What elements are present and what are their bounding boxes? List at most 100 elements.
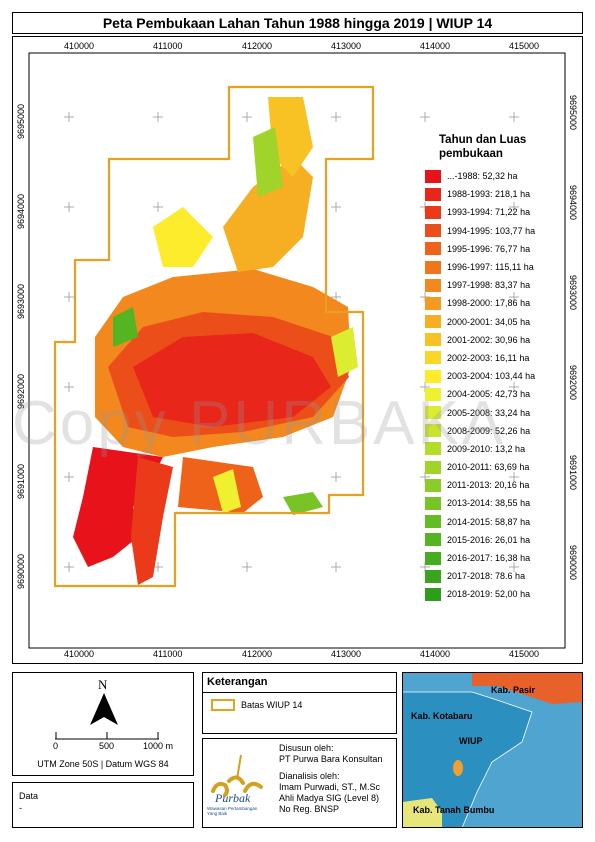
clearance-green-east (331, 327, 358, 377)
x-tick-top-2: 412000 (242, 41, 273, 51)
legend-item: 2001-2002: 30,96 ha (425, 331, 585, 349)
legend-rows: ...-1988: 52,32 ha 1988-1993: 218,1 ha 199… (425, 167, 585, 604)
legend-label: 1996-1997: 115,11 ha (447, 262, 534, 273)
map-neatline (28, 52, 566, 649)
clearance-red-stem (131, 457, 173, 585)
x-tick-top-4: 414000 (420, 41, 451, 51)
legend-label: 2004-2005: 42,73 ha (447, 389, 531, 400)
keterangan-divider (203, 692, 396, 693)
legend-swatch (425, 406, 441, 420)
legend-label: 2000-2001: 34,05 ha (447, 316, 531, 327)
y-tick-right-0: 9695000 (568, 95, 578, 131)
inset-label-pasir: Kab. Pasir (491, 685, 536, 695)
disusun-label: Disusun oleh: (279, 743, 334, 753)
scale-bar (55, 732, 159, 740)
legend-swatch (425, 278, 441, 292)
legend-swatch (425, 296, 441, 310)
y-tick-left-5: 9690000 (16, 553, 26, 589)
legend-swatch (425, 224, 441, 238)
credits-box: Purbak Wawasan Pertambangan Yang Baik Di… (202, 738, 397, 828)
clearance-green-north (253, 127, 283, 197)
scale-label-0: 0 (53, 741, 59, 751)
legend-item: 2000-2001: 34,05 ha (425, 313, 585, 331)
clearance-green-west (113, 307, 138, 347)
legend-swatch (425, 478, 441, 492)
legend-label: ...-1988: 52,32 ha (447, 171, 518, 182)
legend-swatch (425, 533, 441, 547)
y-tick-left-4: 9691000 (16, 463, 26, 499)
legend-label: 1988-1993: 218,1 ha (447, 189, 531, 200)
legend-swatch (425, 569, 441, 583)
legend-item: 2014-2015: 58,87 ha (425, 513, 585, 531)
map-canvas[interactable] (13, 37, 581, 662)
inset-kotabaru-land (403, 691, 533, 827)
scale-label-1000: 1000 m (143, 741, 174, 751)
legend-swatch (425, 442, 441, 456)
legend-swatch (425, 387, 441, 401)
dianalisis-label: Dianalisis oleh: (279, 771, 340, 781)
y-tick-left-1: 9694000 (16, 193, 26, 229)
legend-label: 2014-2015: 58,87 ha (447, 516, 531, 527)
inset-map[interactable]: Kab. Pasir Kab. Kotabaru WIUP Kab. Tanah… (402, 672, 583, 828)
legend-swatch (425, 351, 441, 365)
legend-swatch (425, 460, 441, 474)
north-letter: N (98, 677, 108, 692)
legend-item: 1998-2000: 17,86 ha (425, 294, 585, 312)
legend-item: 2010-2011: 63,69 ha (425, 458, 585, 476)
legend-label: 2005-2008: 33,24 ha (447, 407, 531, 418)
legend-swatch (425, 515, 441, 529)
legend-label: 1993-1994: 71,22 ha (447, 207, 531, 218)
legend-label: 2018-2019: 52,00 ha (447, 589, 531, 600)
legend-item: 1988-1993: 218,1 ha (425, 185, 585, 203)
legend-swatch (425, 205, 441, 219)
keterangan-title: Keterangan (207, 676, 268, 688)
inset-label-wiup: WIUP (459, 736, 483, 746)
map-title: Peta Pembukaan Lahan Tahun 1988 hingga 2… (12, 12, 583, 34)
clearance-yellow (153, 207, 213, 267)
legend-swatch (425, 369, 441, 383)
legend-swatch (425, 551, 441, 565)
y-tick-left-3: 9692000 (16, 373, 26, 409)
legend-item: 1996-1997: 115,11 ha (425, 258, 585, 276)
legend-label: 1994-1995: 103,77 ha (447, 225, 536, 236)
legend-swatch (425, 187, 441, 201)
logo-text: Purbak (215, 791, 251, 805)
legend-label: 1997-1998: 83,37 ha (447, 280, 531, 291)
inset-tanah-bumbu-region (403, 798, 442, 827)
legend-item: 2003-2004: 103,44 ha (425, 367, 585, 385)
x-tick-bottom-1: 411000 (153, 649, 183, 659)
legend-label: 2003-2004: 103,44 ha (447, 371, 536, 382)
legend-item: 2018-2019: 52,00 ha (425, 585, 585, 603)
legend-item: 1993-1994: 71,22 ha (425, 203, 585, 221)
inset-map-canvas (403, 673, 582, 827)
wiup-boundary (53, 85, 375, 588)
legend-item: 2002-2003: 16,11 ha (425, 349, 585, 367)
legend-item: 2013-2014: 38,55 ha (425, 494, 585, 512)
map-legend: Tahun dan Luas pembukaan ...-1988: 52,32… (425, 133, 585, 604)
legend-swatch (425, 242, 441, 256)
x-tick-bottom-3: 413000 (331, 649, 362, 659)
map-frame[interactable]: 410000 411000 412000 413000 414000 41500… (12, 36, 583, 664)
legend-swatch (425, 496, 441, 510)
clearance-north-yellow (268, 97, 313, 177)
legend-title: Tahun dan Luas pembukaan (439, 133, 585, 161)
legend-swatch (425, 424, 441, 438)
data-value: - (19, 803, 22, 813)
legend-item: 2008-2009: 52,26 ha (425, 422, 585, 440)
boundary-label: Batas WIUP 14 (241, 700, 303, 710)
clearance-north-orange (223, 157, 313, 272)
legend-swatch (425, 315, 441, 329)
legend-item: 2016-2017: 16,38 ha (425, 549, 585, 567)
legend-item: 1997-1998: 83,37 ha (425, 276, 585, 294)
clearance-red-core (133, 333, 331, 427)
inset-pasir-region (472, 673, 582, 704)
legend-item: 2017-2018: 78.6 ha (425, 567, 585, 585)
logo-subtext: Wawasan Pertambangan Yang Baik (207, 806, 258, 816)
x-tick-bottom-5: 415000 (509, 649, 540, 659)
north-arrow-scale-box: N 0 500 1000 m UTM Zone 50S | Datum WGS … (12, 672, 194, 776)
legend-item: 1994-1995: 103,77 ha (425, 222, 585, 240)
legend-label: 2002-2003: 16,11 ha (447, 352, 530, 363)
inset-wiup-marker (453, 760, 463, 776)
legend-label: 1998-2000: 17,86 ha (447, 298, 531, 309)
data-box: Data - (12, 782, 194, 828)
